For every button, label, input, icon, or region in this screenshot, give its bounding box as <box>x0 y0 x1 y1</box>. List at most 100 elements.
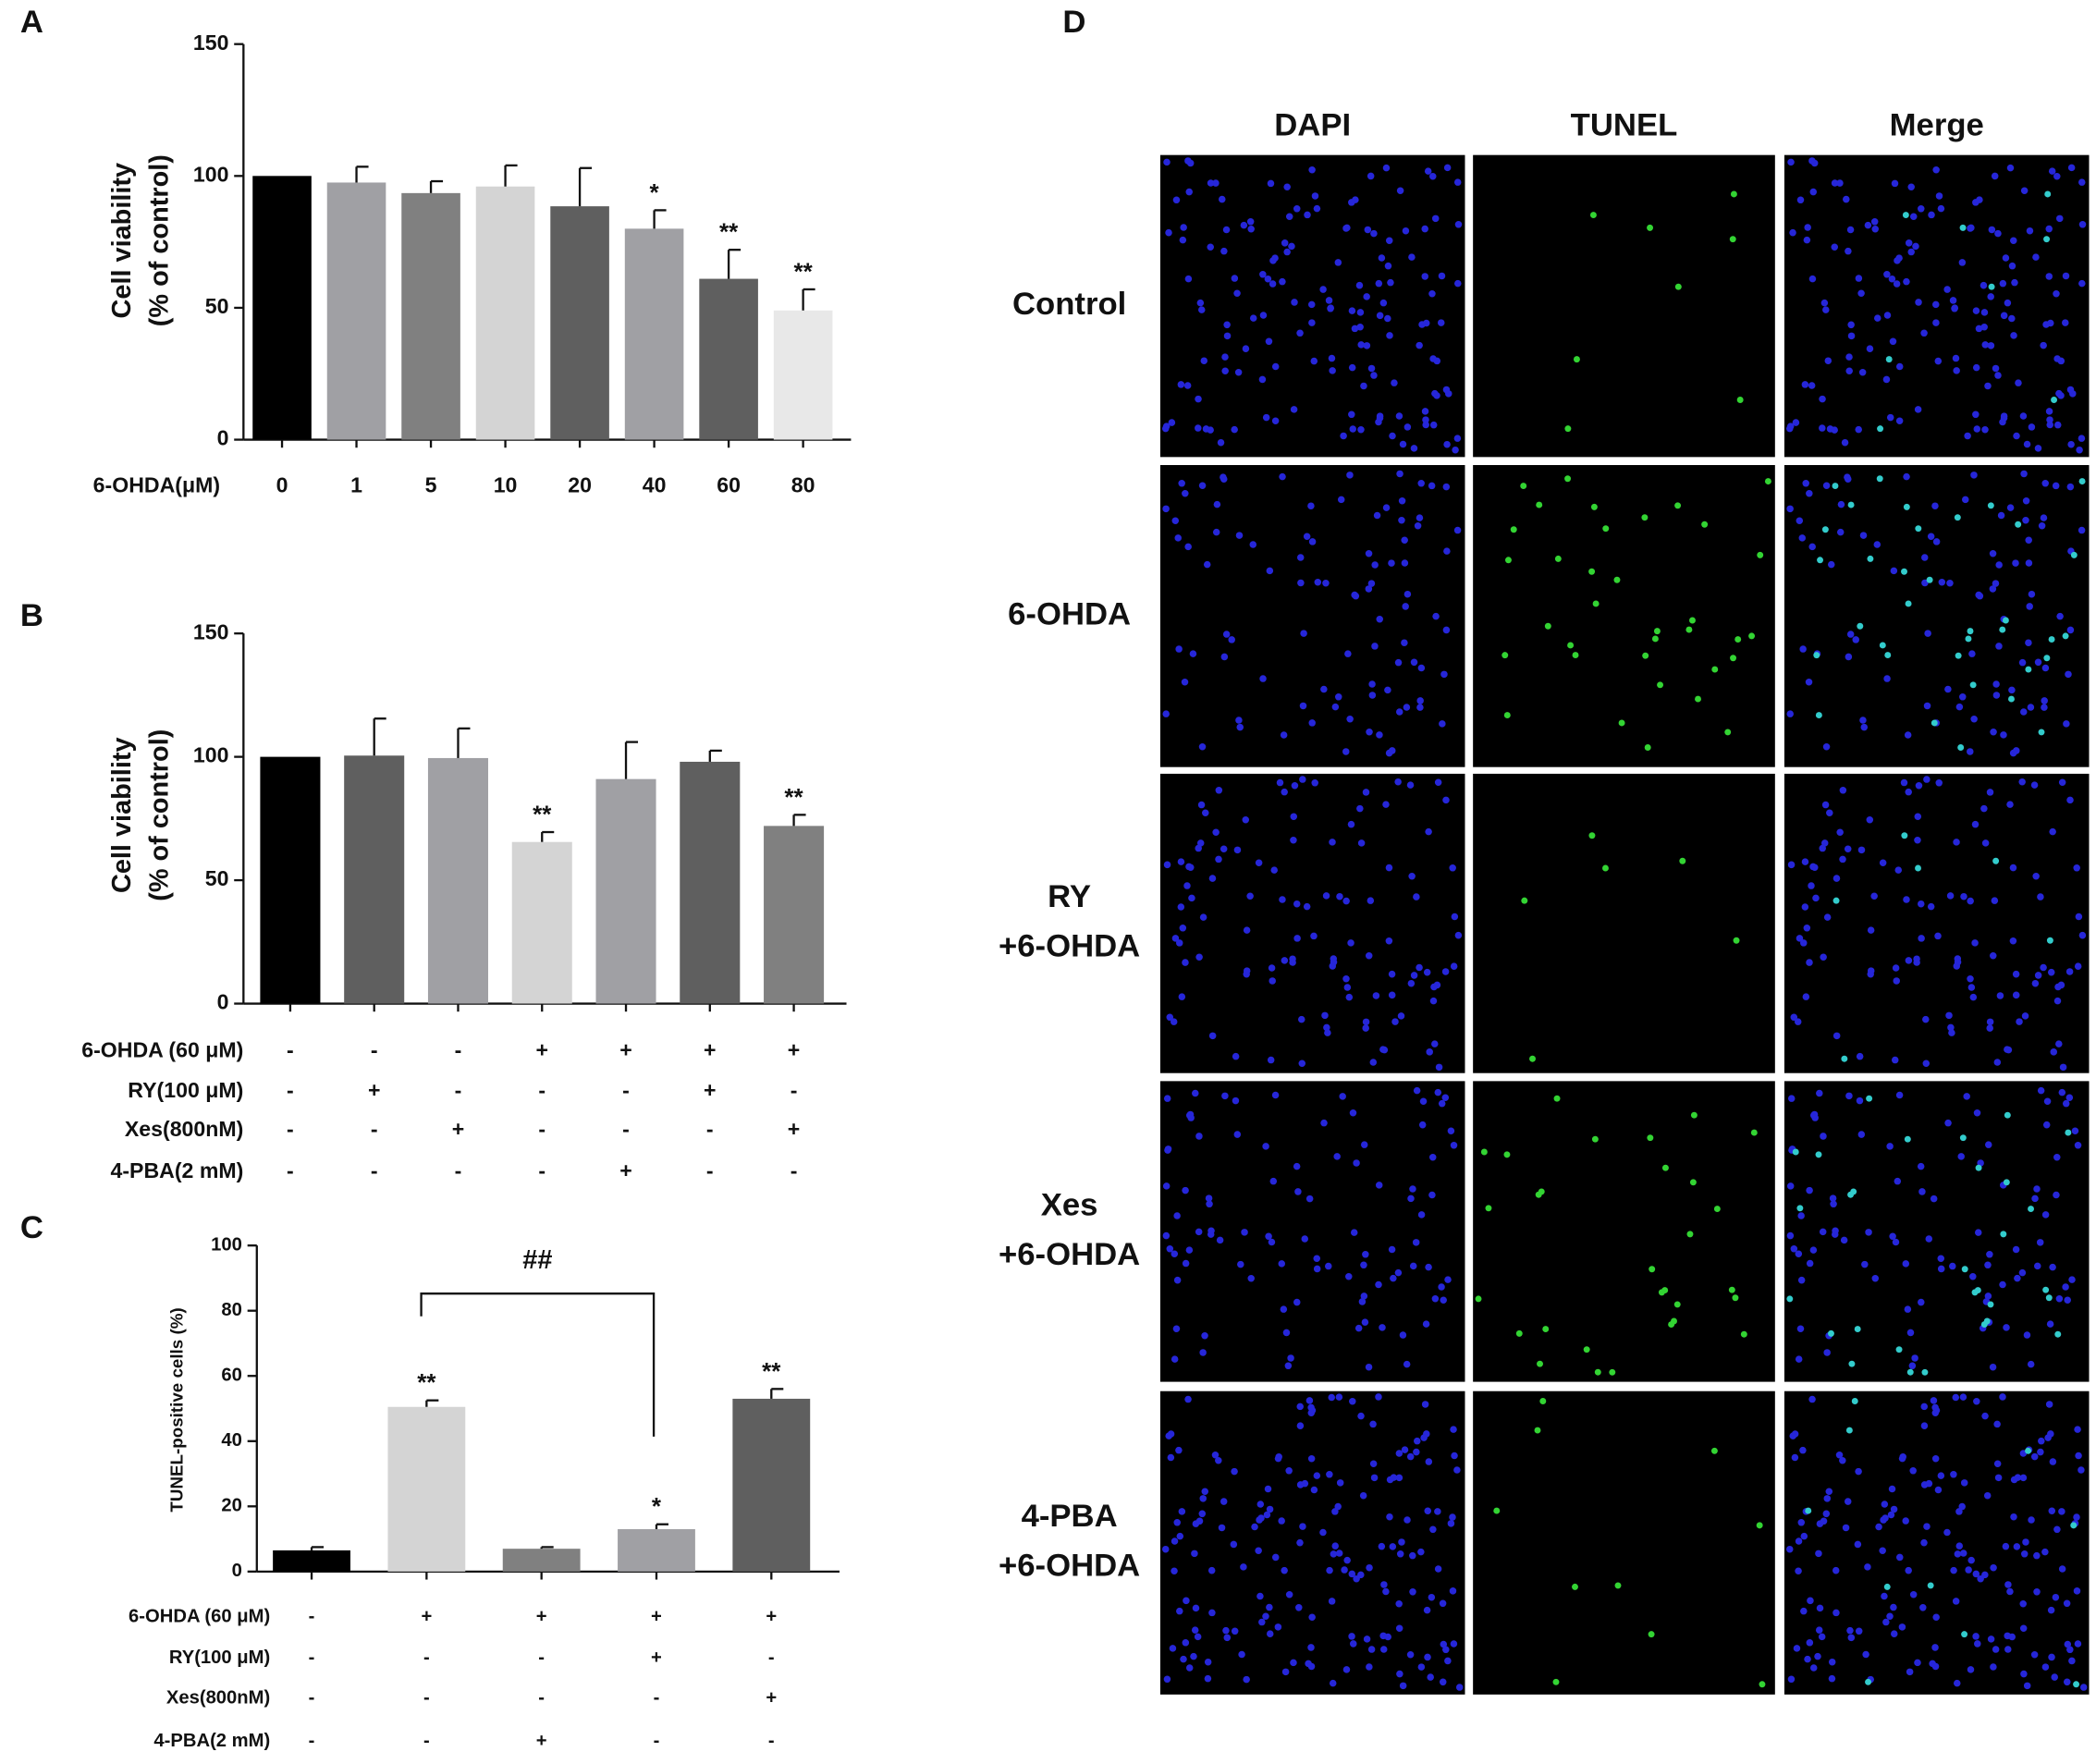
nucleus <box>1212 179 1220 187</box>
nucleus <box>1429 355 1437 362</box>
nucleus <box>1384 1633 1391 1641</box>
nucleus <box>1454 279 1462 288</box>
nucleus <box>1334 693 1342 701</box>
tunel-signal <box>1538 1188 1545 1195</box>
x-tick-label: 5 <box>425 472 437 496</box>
nucleus <box>1296 329 1304 337</box>
nucleus <box>1313 1255 1321 1262</box>
merge-signal <box>2078 478 2086 485</box>
nucleus <box>1301 1235 1309 1243</box>
nucleus <box>1409 1185 1416 1193</box>
nucleus <box>1845 653 1853 661</box>
treatment-name: 4-PBA(2 mM) <box>153 1731 270 1751</box>
nucleus <box>1410 658 1418 667</box>
treatment-sign: + <box>536 1606 547 1626</box>
nucleus <box>1918 1188 1926 1195</box>
nucleus <box>1921 554 1929 561</box>
nucleus <box>1388 970 1396 978</box>
significance-mark: ** <box>719 218 739 246</box>
nucleus <box>1331 1508 1339 1515</box>
nucleus <box>1954 959 1962 966</box>
nucleus <box>1172 196 1181 204</box>
nucleus <box>1431 1040 1439 1047</box>
nucleus <box>1919 1604 1927 1611</box>
nucleus <box>1816 1089 1823 1097</box>
nucleus <box>1797 1212 1805 1219</box>
nucleus <box>1386 332 1393 339</box>
nucleus <box>1194 1633 1202 1641</box>
treatment-sign: - <box>423 1731 430 1751</box>
nucleus <box>1335 1550 1343 1557</box>
nucleus <box>1969 1273 1977 1280</box>
nucleus <box>2074 1640 2082 1648</box>
nucleus <box>1259 271 1267 278</box>
nucleus <box>1346 472 1354 479</box>
nucleus <box>1909 213 1918 221</box>
nucleus <box>2000 731 2007 739</box>
treatment-sign: - <box>309 1688 315 1709</box>
nucleus <box>1806 489 1813 497</box>
nucleus <box>1388 1245 1396 1254</box>
nucleus <box>1797 1276 1806 1284</box>
nucleus <box>1907 183 1915 190</box>
nucleus <box>1972 307 1980 314</box>
nucleus <box>1375 1182 1383 1189</box>
nucleus <box>1299 776 1306 783</box>
merge-signal <box>1961 1631 1968 1638</box>
nucleus <box>1815 1626 1823 1634</box>
nucleus <box>1206 1200 1213 1208</box>
nucleus <box>2063 720 2070 728</box>
nucleus <box>1920 1538 1928 1547</box>
nucleus <box>1235 532 1244 539</box>
treatment-sign: - <box>309 1606 315 1626</box>
panel-label: A <box>20 5 43 40</box>
nucleus <box>2013 432 2020 440</box>
nucleus <box>1914 836 1921 844</box>
nucleus <box>1922 1015 1930 1023</box>
nucleus <box>1440 1640 1448 1648</box>
tunel-signal <box>1572 652 1579 659</box>
merge-signal <box>1987 502 1994 509</box>
nucleus <box>1228 636 1235 643</box>
nucleus <box>1829 1194 1837 1202</box>
nucleus <box>1824 357 1832 364</box>
nucleus <box>2016 1018 2023 1025</box>
nucleus <box>1266 1630 1274 1637</box>
merge-signal <box>2042 1286 2050 1293</box>
nucleus <box>1295 1604 1303 1611</box>
nucleus <box>1883 271 1891 278</box>
nucleus <box>1972 363 1980 372</box>
nucleus <box>1944 1119 1952 1127</box>
nucleus <box>1943 1528 1951 1537</box>
treatment-sign: - <box>538 1648 545 1668</box>
bar <box>511 841 572 1004</box>
nucleus <box>1449 1587 1457 1595</box>
tunel-signal <box>1653 628 1661 635</box>
nucleus <box>1201 1488 1209 1495</box>
nucleus <box>2065 670 2072 679</box>
nucleus <box>2053 289 2060 298</box>
merge-signal <box>1987 1301 1994 1308</box>
nucleus <box>1845 247 1852 255</box>
nucleus <box>1399 1331 1407 1339</box>
nucleus <box>1310 357 1318 365</box>
tunel-signal <box>1748 632 1756 640</box>
nucleus <box>2046 421 2053 429</box>
nucleus <box>2048 1507 2056 1515</box>
nucleus <box>1222 1626 1230 1635</box>
nucleus <box>1964 432 1971 440</box>
nucleus <box>1408 253 1416 261</box>
nucleus <box>1204 1674 1212 1683</box>
nucleus <box>1786 505 1794 513</box>
nucleus <box>1796 196 1805 204</box>
tunel-signal <box>1701 521 1709 528</box>
treatment-sign: + <box>766 1606 777 1626</box>
nucleus <box>2027 1360 2035 1368</box>
nucleus <box>1801 903 1809 911</box>
nucleus <box>1243 926 1251 934</box>
nucleus <box>1184 543 1192 551</box>
nucleus <box>1795 1250 1803 1258</box>
tunel-signal <box>1658 1289 1665 1296</box>
nucleus <box>2031 1194 2039 1203</box>
